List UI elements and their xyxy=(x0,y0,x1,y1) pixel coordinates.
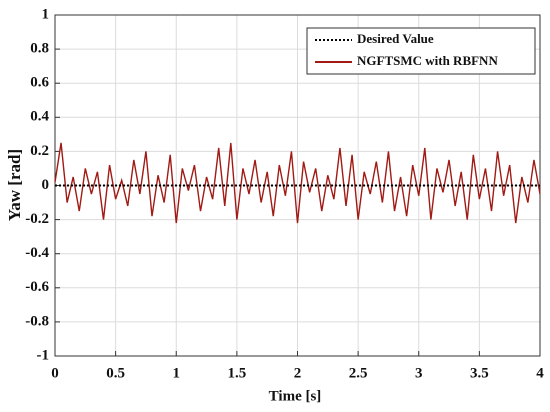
y-tick-label: -1 xyxy=(37,347,50,363)
x-axis-title: Time [s] xyxy=(269,388,322,404)
y-tick-label: -0.2 xyxy=(25,211,49,227)
y-tick-label: 0.8 xyxy=(30,41,49,57)
y-tick-label: 0.4 xyxy=(30,109,49,125)
y-tick-label: -0.8 xyxy=(25,313,49,329)
x-tick-label: 2.5 xyxy=(349,365,368,381)
y-tick-label: 0.6 xyxy=(30,75,49,91)
y-tick-label: -0.6 xyxy=(25,279,49,295)
x-tick-label: 0.5 xyxy=(106,365,125,381)
x-tick-label: 1 xyxy=(173,365,181,381)
x-tick-label: 4 xyxy=(536,365,544,381)
x-tick-label: 2 xyxy=(294,365,302,381)
data-line xyxy=(54,142,541,224)
legend-box xyxy=(306,27,536,75)
y-tick-label: 0.2 xyxy=(30,143,49,159)
legend-label: Desired Value xyxy=(357,31,434,46)
y-axis-title: Yaw [rad] xyxy=(5,149,24,221)
y-tick-label: -0.4 xyxy=(25,245,49,261)
legend-label: NGFTSMC with RBFNN xyxy=(357,53,498,68)
x-tick-label: 3.5 xyxy=(470,365,489,381)
y-tick-label: 1 xyxy=(42,6,50,22)
y-tick-label: 0 xyxy=(42,177,50,193)
x-tick-label: 0 xyxy=(51,365,59,381)
x-tick-label: 3 xyxy=(415,365,423,381)
x-tick-label: 1.5 xyxy=(228,365,247,381)
